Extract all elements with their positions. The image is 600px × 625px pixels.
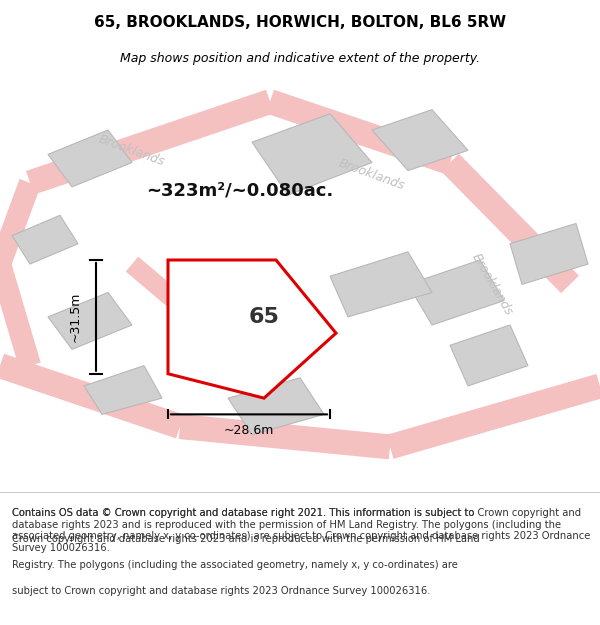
Polygon shape (330, 252, 432, 317)
Text: Brooklands: Brooklands (469, 251, 515, 318)
Text: Brooklands: Brooklands (337, 157, 407, 192)
Polygon shape (252, 114, 372, 195)
Polygon shape (228, 378, 324, 435)
Polygon shape (450, 325, 528, 386)
Polygon shape (12, 215, 78, 264)
Text: Map shows position and indicative extent of the property.: Map shows position and indicative extent… (120, 52, 480, 65)
Polygon shape (168, 260, 336, 398)
Text: ~28.6m: ~28.6m (224, 424, 274, 437)
Text: ~31.5m: ~31.5m (68, 292, 82, 342)
Polygon shape (48, 292, 132, 349)
Text: Registry. The polygons (including the associated geometry, namely x, y co-ordina: Registry. The polygons (including the as… (12, 561, 458, 571)
Text: Brooklands: Brooklands (97, 132, 167, 168)
Text: 65: 65 (248, 307, 280, 327)
Text: Crown copyright and database rights 2023 and is reproduced with the permission o: Crown copyright and database rights 2023… (12, 534, 480, 544)
Text: subject to Crown copyright and database rights 2023 Ordnance Survey 100026316.: subject to Crown copyright and database … (12, 586, 431, 596)
Polygon shape (48, 130, 132, 187)
Text: 65, BROOKLANDS, HORWICH, BOLTON, BL6 5RW: 65, BROOKLANDS, HORWICH, BOLTON, BL6 5RW (94, 15, 506, 30)
Text: ~323m²/~0.080ac.: ~323m²/~0.080ac. (146, 182, 334, 200)
Text: Contains OS data © Crown copyright and database right 2021. This information is : Contains OS data © Crown copyright and d… (12, 508, 475, 518)
Polygon shape (84, 366, 162, 414)
Polygon shape (408, 260, 504, 325)
Polygon shape (372, 110, 468, 171)
Polygon shape (510, 223, 588, 284)
Text: Contains OS data © Crown copyright and database right 2021. This information is : Contains OS data © Crown copyright and d… (12, 508, 590, 553)
